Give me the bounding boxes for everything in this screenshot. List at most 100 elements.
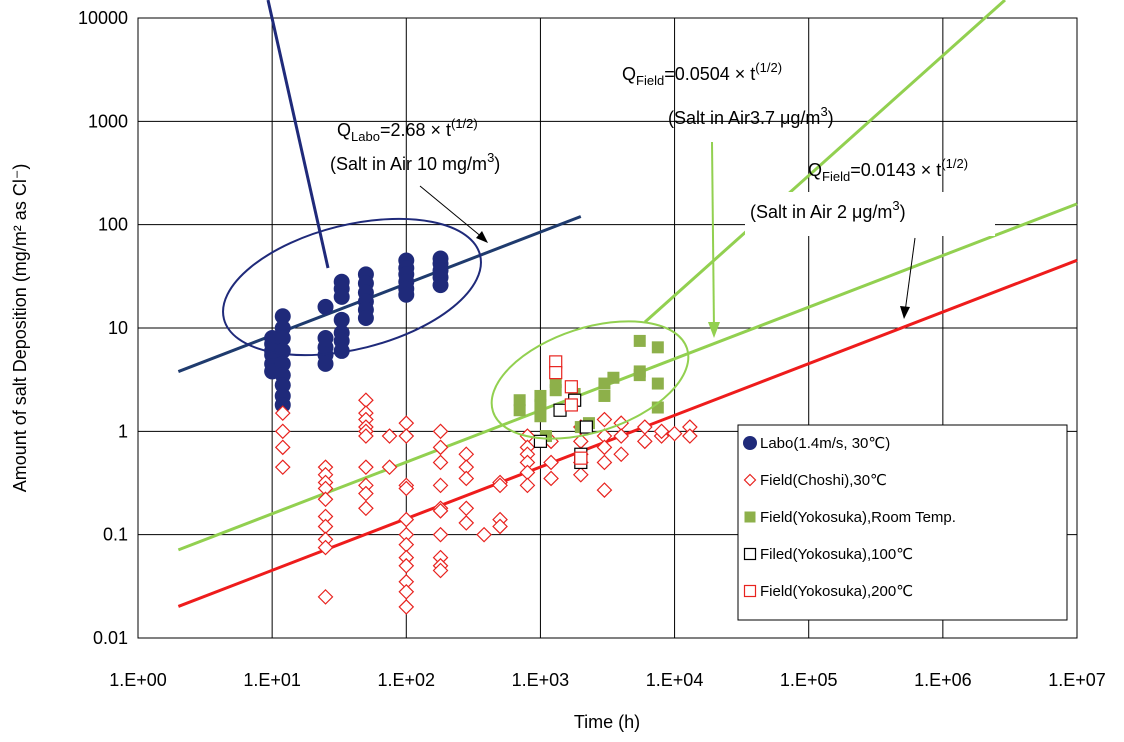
point xyxy=(317,298,334,315)
point xyxy=(651,341,664,354)
point xyxy=(574,451,588,465)
point xyxy=(492,518,508,535)
y-tick-label: 1 xyxy=(118,421,128,441)
point xyxy=(317,491,334,508)
y-tick-label: 100 xyxy=(98,215,128,235)
legend-label: Labo(1.4m/s, 30℃) xyxy=(760,435,890,452)
point xyxy=(513,394,526,407)
field-ellipse xyxy=(490,320,690,440)
point xyxy=(381,459,398,476)
point xyxy=(549,366,563,380)
legend-label: Filed(Yokosuka),100℃ xyxy=(760,546,913,563)
point xyxy=(653,423,670,440)
point xyxy=(579,420,593,434)
y-tick-label: 1000 xyxy=(88,111,128,131)
point xyxy=(543,470,559,487)
point xyxy=(317,539,334,556)
point xyxy=(432,423,449,440)
point xyxy=(398,599,415,615)
y-tick-label: 0.1 xyxy=(103,525,128,545)
fit-line xyxy=(177,215,582,373)
point xyxy=(458,515,475,531)
x-tick-label: 1.E+07 xyxy=(1048,670,1106,690)
pointer xyxy=(643,0,1007,324)
point xyxy=(432,526,449,543)
point xyxy=(333,311,350,328)
legend-label: Field(Yokosuka),Room Temp. xyxy=(760,509,956,526)
legend-label: Field(Yokosuka),200℃ xyxy=(760,583,913,600)
point xyxy=(633,334,646,347)
point xyxy=(519,477,536,494)
x-tick-label: 1.E+00 xyxy=(109,670,167,690)
point xyxy=(357,309,374,326)
point xyxy=(564,398,578,412)
point xyxy=(633,369,646,382)
x-tick-label: 1.E+04 xyxy=(646,670,704,690)
point xyxy=(358,428,374,444)
annotation: (Salt in Air 2 μg/m3) xyxy=(750,198,906,222)
arrow xyxy=(711,141,715,331)
point xyxy=(598,389,611,402)
point xyxy=(432,439,449,456)
legend-marker xyxy=(743,584,757,598)
point xyxy=(398,511,415,528)
legend-marker xyxy=(744,511,756,523)
point xyxy=(666,425,683,442)
point xyxy=(274,423,291,440)
point xyxy=(432,454,449,471)
arrow xyxy=(904,237,916,313)
point xyxy=(613,428,630,444)
point xyxy=(682,428,698,444)
legend: Labo(1.4m/s, 30℃) Field(Choshi),30℃ Field(… xyxy=(737,424,1068,621)
y-tick-label: 10000 xyxy=(78,8,128,28)
y-tick-label: 10 xyxy=(108,318,128,338)
arrow xyxy=(419,185,484,239)
legend-label: Field(Choshi),30℃ xyxy=(760,472,887,489)
point xyxy=(596,482,613,498)
point xyxy=(636,433,653,450)
legend-box xyxy=(737,424,1068,621)
point xyxy=(572,466,589,483)
point xyxy=(476,526,492,543)
point xyxy=(398,557,415,574)
y-tick-label: 0.01 xyxy=(93,628,128,648)
point xyxy=(513,404,526,417)
point xyxy=(274,330,291,347)
point xyxy=(596,454,613,471)
x-tick-label: 1.E+03 xyxy=(512,670,570,690)
point xyxy=(317,589,334,605)
point xyxy=(534,389,547,402)
point xyxy=(543,454,559,471)
arrow-head xyxy=(900,306,910,319)
point xyxy=(596,411,613,428)
point xyxy=(432,503,449,519)
annotation: QField=0.0143 × t(1/2) xyxy=(808,156,968,184)
x-tick-label: 1.E+02 xyxy=(378,670,436,690)
annotation: QField=0.0504 × t(1/2) xyxy=(622,60,782,88)
legend-marker xyxy=(743,473,757,487)
arrow-head xyxy=(708,322,720,338)
annotation: (Salt in Air 10 mg/m3) xyxy=(330,150,500,174)
point xyxy=(432,562,449,579)
x-tick-label: 1.E+06 xyxy=(914,670,972,690)
point xyxy=(398,583,415,600)
point xyxy=(432,477,449,494)
arrow-head xyxy=(476,231,488,243)
point xyxy=(398,286,415,303)
annotation: (Salt in Air3.7 μg/m3) xyxy=(668,104,834,128)
label-bg xyxy=(745,192,995,236)
point xyxy=(607,371,620,384)
labo-ellipse xyxy=(222,217,482,357)
point xyxy=(651,377,664,390)
decorations xyxy=(222,0,1007,440)
point xyxy=(458,470,475,487)
point xyxy=(274,308,291,325)
point xyxy=(317,355,334,372)
legend-marker xyxy=(743,436,757,450)
point xyxy=(274,396,291,413)
point xyxy=(492,477,508,494)
point xyxy=(358,500,374,517)
point xyxy=(398,428,415,444)
point xyxy=(534,410,547,423)
